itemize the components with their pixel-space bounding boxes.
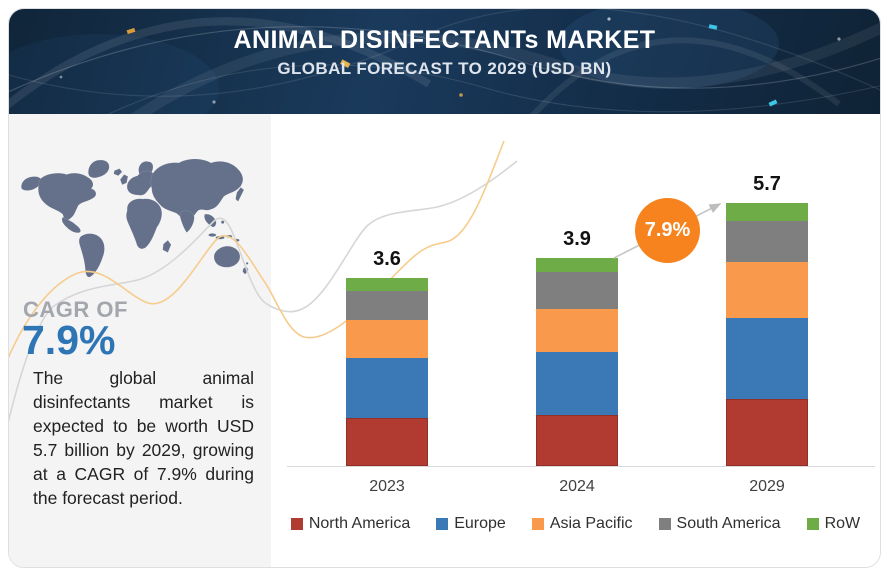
legend-swatch-icon bbox=[806, 518, 819, 530]
segment-north-america-2023 bbox=[346, 418, 428, 466]
page-title: ANIMAL DISINFECTANTs MARKET bbox=[233, 26, 656, 54]
segment-asia-pacific-2024 bbox=[536, 308, 618, 352]
x-axis-label-2024: 2024 bbox=[559, 478, 595, 495]
segment-row-2029 bbox=[726, 203, 808, 221]
stacked-bar-chart: 3.6 2023 3.9 2024 5.7 2029 bbox=[271, 114, 880, 567]
x-axis-line bbox=[287, 466, 875, 467]
x-axis-label-2023: 2023 bbox=[369, 478, 405, 495]
legend-swatch-icon bbox=[290, 518, 303, 530]
x-axis-label-2029: 2029 bbox=[749, 478, 785, 495]
segment-south-america-2029 bbox=[726, 220, 808, 263]
bar-column-2023: 3.6 bbox=[346, 248, 428, 466]
segment-north-america-2029 bbox=[726, 399, 808, 466]
bar-column-2024: 3.9 bbox=[536, 228, 618, 466]
bar-column-2029: 5.7 bbox=[726, 173, 808, 466]
segment-row-2024 bbox=[536, 258, 618, 273]
legend-item-europe: Europe bbox=[436, 515, 506, 533]
legend-label: South America bbox=[676, 515, 781, 532]
infographic-card: ANIMAL DISINFECTANTs MARKET GLOBAL FOREC… bbox=[8, 8, 881, 568]
sidebar: CAGR OF 7.9% The global animal disinfect… bbox=[9, 114, 271, 567]
bar-total-label-2024: 3.9 bbox=[563, 228, 591, 251]
legend-swatch-icon bbox=[658, 518, 671, 530]
chart-legend: North America Europe Asia Pacific South Ame… bbox=[271, 515, 880, 533]
segment-asia-pacific-2029 bbox=[726, 262, 808, 319]
growth-rate-badge: 7.9% bbox=[635, 198, 700, 263]
legend-swatch-icon bbox=[436, 518, 449, 530]
legend-item-south-america: South America bbox=[658, 515, 781, 533]
segment-europe-2029 bbox=[726, 318, 808, 400]
page-subtitle: GLOBAL FORECAST TO 2029 (USD BN) bbox=[277, 59, 612, 78]
bar-total-label-2023: 3.6 bbox=[373, 248, 401, 271]
chart-area: 7.9% 3.6 2023 3.9 2024 5.7 2029 North America… bbox=[271, 114, 880, 567]
legend-label: RoW bbox=[824, 515, 861, 532]
segment-asia-pacific-2023 bbox=[346, 319, 428, 358]
network-decoration-graphic bbox=[9, 9, 880, 114]
segment-row-2023 bbox=[346, 278, 428, 292]
legend-label: Asia Pacific bbox=[549, 515, 633, 532]
legend-swatch-icon bbox=[531, 518, 544, 530]
legend-item-north-america: North America bbox=[290, 515, 411, 533]
segment-europe-2023 bbox=[346, 357, 428, 418]
segment-south-america-2024 bbox=[536, 272, 618, 309]
growth-rate-value: 7.9% bbox=[644, 219, 691, 241]
market-description: The global animal disinfectants market i… bbox=[33, 368, 254, 508]
segment-south-america-2023 bbox=[346, 291, 428, 320]
cagr-value: 7.9% bbox=[22, 317, 116, 363]
segment-north-america-2024 bbox=[536, 414, 618, 466]
legend-item-row: RoW bbox=[806, 515, 861, 533]
bar-total-label-2029: 5.7 bbox=[753, 173, 781, 196]
content-area: CAGR OF 7.9% The global animal disinfect… bbox=[9, 114, 880, 567]
legend-label: North America bbox=[308, 515, 411, 532]
segment-europe-2024 bbox=[536, 351, 618, 415]
world-map-icon bbox=[19, 140, 251, 294]
legend-item-asia-pacific: Asia Pacific bbox=[531, 515, 633, 533]
header-banner: ANIMAL DISINFECTANTs MARKET GLOBAL FOREC… bbox=[9, 9, 880, 114]
legend-label: Europe bbox=[454, 515, 506, 532]
